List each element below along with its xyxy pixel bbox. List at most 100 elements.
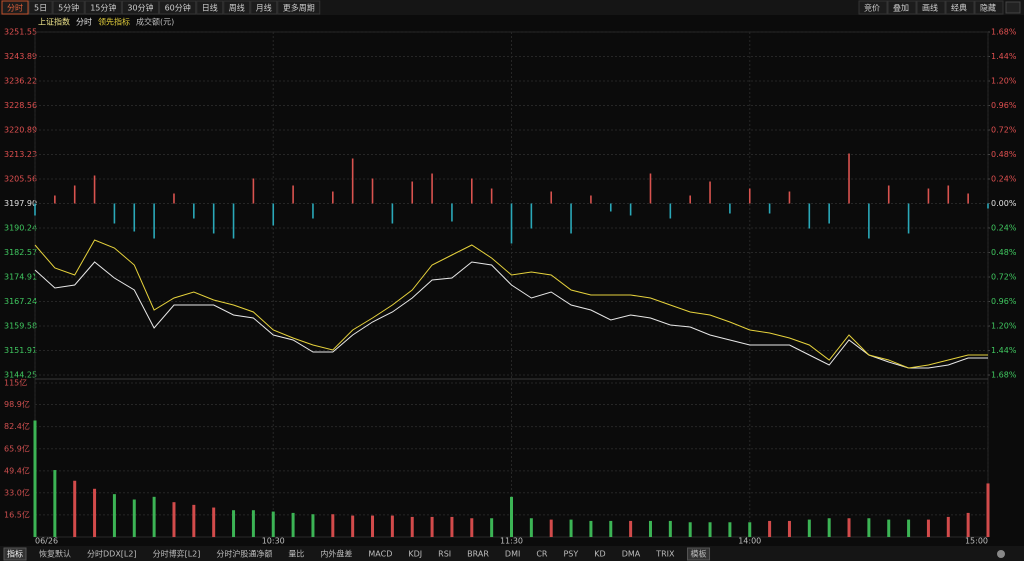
x-tick-label: 11:30 [500, 537, 523, 546]
y2-tick-label: 0.00% [991, 199, 1017, 208]
volume-bar [609, 520, 613, 537]
indicator-bar [510, 203, 513, 244]
indicator-tab[interactable]: TRIX [655, 550, 675, 559]
indicator-tab[interactable]: PSY [563, 550, 578, 559]
y2-tick-label: 0.72% [991, 273, 1017, 282]
tab-button[interactable] [84, 0, 122, 15]
x-tick-label: 06/26 [35, 537, 58, 546]
tab-button[interactable] [250, 0, 278, 15]
indicator-bar [629, 203, 632, 216]
indicator-tab[interactable]: 恢复默认 [39, 549, 71, 559]
legend-label[interactable]: 成交额(元) [136, 17, 174, 27]
toolbar-button[interactable] [974, 0, 1004, 15]
volume-bar [549, 519, 553, 537]
toolbar-button[interactable] [858, 0, 888, 15]
volume-bar [629, 520, 633, 537]
indicator-bar [570, 203, 572, 234]
volume-bar [33, 420, 37, 537]
y-tick-label: 3182.57 [4, 248, 37, 257]
indicator-bar [173, 193, 175, 204]
indicator-tab[interactable]: RSI [438, 550, 451, 559]
indicator-tab[interactable]: BRAR [467, 550, 489, 559]
indicator-tab[interactable]: 内外盘差 [320, 549, 352, 559]
toolbar-button[interactable] [887, 0, 917, 15]
tab-button[interactable] [52, 0, 85, 15]
volume-bar [668, 520, 672, 537]
indicator-tab[interactable]: 分时博弈[L2] [153, 549, 201, 559]
indicator-bar [470, 178, 473, 204]
indicator-tab[interactable]: 量比 [288, 549, 304, 559]
y2-tick-label: 0.48% [991, 150, 1017, 159]
volume-bar [271, 511, 275, 537]
volume-tick-label: 82.4亿 [4, 421, 30, 431]
volume-bar [986, 483, 990, 537]
legend-label[interactable]: 分时 [76, 17, 92, 27]
tab-button[interactable] [159, 0, 197, 15]
volume-bar [390, 515, 394, 537]
y-tick-label: 3144.25 [4, 371, 37, 380]
tab-label: 更多周期 [283, 3, 315, 13]
volume-bar [132, 499, 136, 537]
legend-label[interactable]: 领先指标 [98, 17, 130, 27]
indicator-tab[interactable]: KD [594, 550, 605, 559]
y-tick-label: 3167.24 [4, 297, 37, 306]
indicator-tab[interactable]: DMI [505, 550, 520, 559]
y2-tick-label: 0.24% [991, 175, 1017, 184]
indicator-bar [252, 178, 255, 204]
tab-button[interactable] [1, 0, 29, 15]
y-tick-label: 3220.89 [4, 126, 37, 135]
toolbar-button-label: 叠加 [893, 3, 909, 13]
toggle-icon[interactable] [997, 550, 1005, 558]
indicator-bar [272, 203, 275, 226]
indicator-bar [907, 203, 910, 234]
volume-bar [212, 507, 216, 537]
x-tick-label: 10:30 [262, 537, 285, 546]
indicator-tab[interactable]: 分时DDX[L2] [87, 549, 137, 559]
tab-label: 60分钟 [165, 3, 191, 13]
fullscreen-button[interactable] [1005, 1, 1021, 14]
y2-tick-label: 0.72% [991, 126, 1017, 135]
indicator-tab[interactable]: CR [536, 550, 548, 559]
legend-label[interactable]: 上证指数 [38, 17, 70, 27]
volume-bar [192, 504, 196, 537]
toolbar-button-label: 画线 [922, 3, 938, 13]
toolbar-button[interactable] [945, 0, 975, 15]
volume-tick-label: 49.4亿 [4, 465, 30, 475]
tab-button[interactable] [121, 0, 160, 15]
indicator-bar [332, 191, 334, 204]
indicator-tab[interactable]: 分时沪股通净额 [216, 549, 272, 559]
y-tick-label: 3205.56 [4, 175, 37, 184]
volume-bar [331, 514, 335, 537]
volume-bar [589, 520, 593, 537]
indicator-tab[interactable]: 模板 [691, 549, 707, 559]
indicator-bar [93, 175, 96, 204]
indicator-bar [887, 185, 890, 204]
y2-tick-label: 1.20% [991, 77, 1017, 86]
volume-tick-label: 16.5亿 [4, 509, 30, 519]
tab-bg [687, 547, 711, 561]
tab-label: 5分钟 [58, 3, 79, 13]
toolbar-button[interactable] [916, 0, 946, 15]
y-tick-label: 3213.23 [4, 150, 37, 159]
indicator-bar [927, 188, 930, 204]
toolbar-button-label: 经典 [951, 3, 967, 13]
volume-bar [93, 488, 97, 537]
volume-bar [529, 518, 533, 537]
indicator-bar [212, 203, 215, 234]
y2-tick-label: 0.96% [991, 101, 1017, 110]
indicator-bar [530, 203, 533, 229]
tab-button[interactable] [196, 0, 224, 15]
indicator-bar [590, 195, 592, 204]
volume-bar [787, 520, 791, 537]
tab-button[interactable] [223, 0, 251, 15]
indicator-tab[interactable]: 指标 [7, 549, 23, 559]
indicator-bar [609, 203, 612, 212]
volume-bar [926, 519, 930, 537]
indicator-tab[interactable]: MACD [368, 550, 392, 559]
indicator-tab[interactable]: KDJ [408, 550, 422, 559]
y-tick-label: 3174.91 [4, 272, 37, 281]
tab-button[interactable] [277, 0, 321, 15]
volume-bar [430, 516, 434, 537]
indicator-tab[interactable]: DMA [622, 550, 641, 559]
tab-button[interactable] [28, 0, 53, 15]
